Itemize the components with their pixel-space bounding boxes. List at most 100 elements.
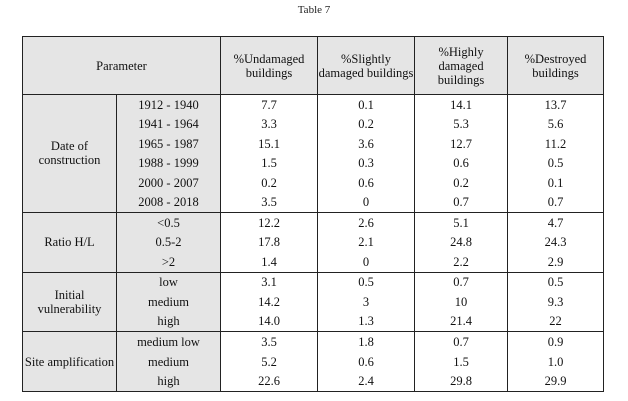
table-row: medium 5.2 0.6 1.5 1.0 [23,351,605,372]
value-cell: 2.1 [317,232,416,252]
value-cell: 0.2 [317,114,416,135]
row-sublabel: 2008 - 2018 [115,192,222,213]
row-sublabel: <0.5 [115,211,222,233]
value-cell: 1.3 [317,311,416,333]
table-row: 2000 - 2007 0.2 0.6 0.2 0.1 [23,172,605,193]
value-cell: 1.5 [220,153,319,173]
header-row: Parameter %Undamaged buildings %Slightly… [21,36,605,95]
value-cell: 0.7 [414,271,509,293]
value-cell: 14.0 [220,311,319,333]
row-sublabel: 1912 - 1940 [115,93,222,115]
value-cell: 24.3 [507,232,605,252]
value-cell: 21.4 [414,311,509,333]
table-row: medium 14.2 3 10 9.3 [23,292,605,312]
header-undamaged: %Undamaged buildings [220,36,319,95]
row-sublabel: high [115,311,222,333]
row-sublabel: 2000 - 2007 [115,172,222,193]
group-label: Ratio H/L [22,211,117,273]
header-highly-damaged: %Highly damaged buildings [414,36,509,95]
value-cell: 0.5 [507,153,605,173]
row-sublabel: 1965 - 1987 [115,134,222,154]
value-cell: 0.5 [317,271,416,293]
value-cell: 5.3 [414,114,509,135]
value-cell: 17.8 [220,232,319,252]
value-cell: 29.9 [507,371,605,393]
value-cell: 22 [507,311,605,333]
row-sublabel: medium [115,351,222,372]
table-row: Site amplification medium low 3.5 1.8 0.7 0.9 [22,331,605,392]
table-row: Ratio H/L <0.5 12.2 2.6 5.1 4.7 [22,211,605,273]
value-cell: 0.2 [220,172,319,193]
row-sublabel: medium [115,292,222,312]
value-cell: 12.7 [414,134,509,154]
value-cell: 3 [317,292,416,312]
header-destroyed: %Destroyed buildings [507,36,605,95]
header-slightly-damaged: %Slightly damaged buildings [317,36,416,95]
value-cell: 1.0 [507,351,605,372]
value-cell: 2.2 [414,251,509,273]
value-cell: 11.2 [507,134,605,154]
value-cell: 5.6 [507,114,605,135]
table-row: 1988 - 1999 1.5 0.3 0.6 0.5 [23,153,605,173]
table-row: 1965 - 1987 15.1 3.6 12.7 11.2 [23,134,605,154]
value-cell: 3.3 [220,114,319,135]
value-cell: 22.6 [220,371,319,393]
value-cell: 0.5 [507,271,605,293]
row-sublabel: 1941 - 1964 [115,114,222,135]
row-sublabel: low [115,271,222,293]
value-cell: 4.7 [507,211,605,233]
row-sublabel: medium low [115,331,222,352]
value-cell: 3.1 [220,271,319,293]
value-cell: 3.5 [220,192,319,213]
value-cell: 14.2 [220,292,319,312]
value-cell: 2.4 [317,371,416,393]
table-row: high 22.6 2.4 29.8 29.9 [23,371,605,393]
table-row: Initial vulnerability low 3.1 0.5 0.7 0.5 [22,271,605,333]
value-cell: 29.8 [414,371,509,393]
value-cell: 0.2 [414,172,509,193]
value-cell: 13.7 [507,93,605,115]
header-parameter: Parameter [21,36,222,95]
value-cell: 14.1 [414,93,509,115]
value-cell: 0.7 [507,192,605,213]
value-cell: 0.6 [317,351,416,372]
damage-table: Parameter %Undamaged buildings %Slightly… [21,36,605,393]
value-cell: 1.5 [414,351,509,372]
table-row: >2 1.4 0 2.2 2.9 [23,251,605,273]
value-cell: 0 [317,251,416,273]
value-cell: 12.2 [220,211,319,233]
group-label: Initial vulnerability [22,271,117,333]
value-cell: 7.7 [220,93,319,115]
value-cell: 1.8 [317,331,416,352]
group-label: Site amplification [22,331,117,392]
value-cell: 0 [317,192,416,213]
value-cell: 5.2 [220,351,319,372]
row-sublabel: >2 [115,251,222,273]
value-cell: 24.8 [414,232,509,252]
group-label: Date of construction [22,94,117,213]
row-sublabel: 1988 - 1999 [115,153,222,173]
table-row: 0.5-2 17.8 2.1 24.8 24.3 [23,232,605,252]
value-cell: 2.6 [317,211,416,233]
value-cell: 0.7 [414,331,509,352]
value-cell: 9.3 [507,292,605,312]
value-cell: 2.9 [507,251,605,273]
value-cell: 5.1 [414,211,509,233]
value-cell: 0.1 [507,172,605,193]
table-row: Date of construction 1912 - 1940 7.7 0.1 14.… [22,93,605,213]
row-sublabel: high [115,371,222,393]
table-row: 1941 - 1964 3.3 0.2 5.3 5.6 [23,114,605,135]
value-cell: 3.5 [220,331,319,352]
value-cell: 0.3 [317,153,416,173]
table-row: high 14.0 1.3 21.4 22 [23,311,605,333]
value-cell: 0.6 [414,153,509,173]
value-cell: 0.6 [317,172,416,193]
value-cell: 0.1 [317,93,416,115]
table-row: 2008 - 2018 3.5 0 0.7 0.7 [23,192,605,213]
row-sublabel: 0.5-2 [115,232,222,252]
value-cell: 0.9 [507,331,605,352]
value-cell: 15.1 [220,134,319,154]
value-cell: 3.6 [317,134,416,154]
value-cell: 10 [414,292,509,312]
value-cell: 1.4 [220,251,319,273]
